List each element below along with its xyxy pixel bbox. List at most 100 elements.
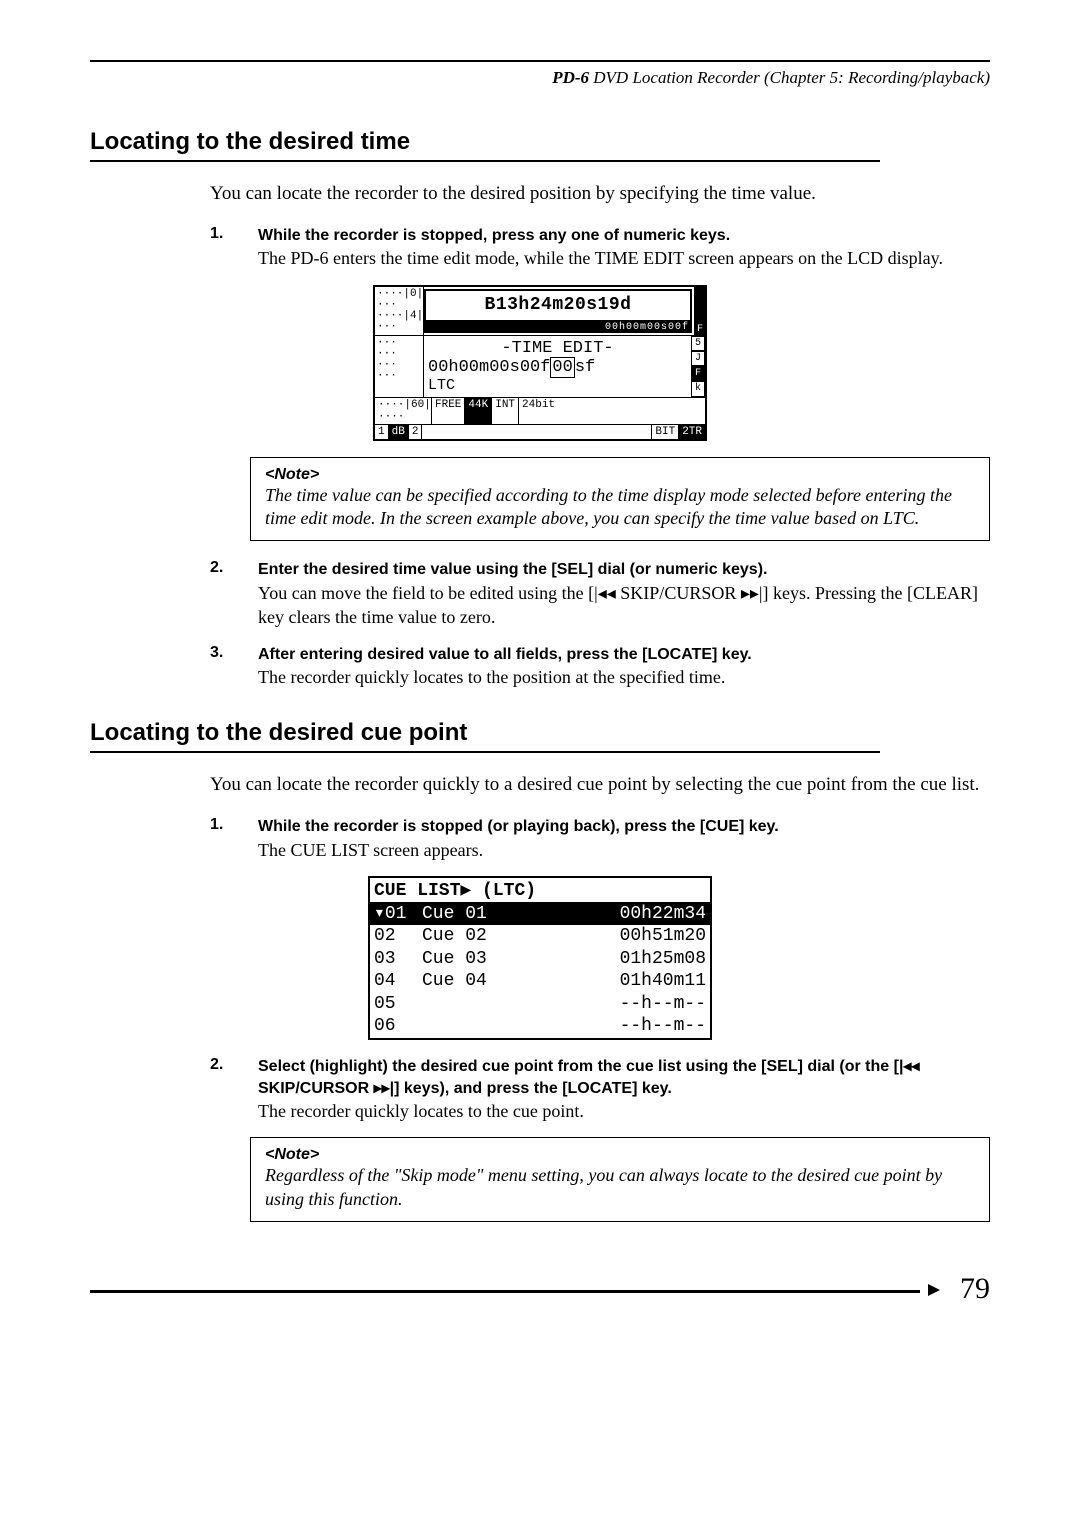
note-label: <Note> bbox=[265, 466, 975, 484]
cue-name: Cue 01 bbox=[422, 903, 532, 926]
cue-index: 03 bbox=[374, 948, 422, 971]
rewind-icon: |◂◂ bbox=[594, 583, 616, 603]
step-number: 2. bbox=[210, 559, 258, 577]
lcd-cue-header: CUE LIST▶ (LTC) bbox=[370, 878, 710, 903]
lcd-cue-list: CUE LIST▶ (LTC) ▾01Cue 0100h22m34 02Cue … bbox=[368, 876, 712, 1040]
s2-b: SKIP/CURSOR bbox=[616, 583, 741, 603]
running-head-rest: DVD Location Recorder (Chapter 5: Record… bbox=[589, 68, 990, 87]
section-rule bbox=[90, 160, 880, 162]
lcd-side-1: J bbox=[691, 351, 705, 366]
cue-list-row: 05 --h--m-- bbox=[370, 993, 710, 1016]
cue-list-row: 04Cue 0401h40m11 bbox=[370, 970, 710, 993]
lcd-side-f: F bbox=[694, 287, 705, 335]
cue-list-row: 03Cue 0301h25m08 bbox=[370, 948, 710, 971]
lcd-level-meter-2: ············ bbox=[375, 336, 424, 397]
cue-index: 02 bbox=[374, 925, 422, 948]
lcd-edit-box: 00 bbox=[550, 357, 574, 378]
note-label: <Note> bbox=[265, 1146, 975, 1164]
section-locate-cue: Locating to the desired cue point You ca… bbox=[90, 719, 990, 1222]
lcd-status-free: FREE bbox=[432, 398, 465, 424]
step-1: 1. While the recorder is stopped (or pla… bbox=[210, 816, 990, 862]
step-number: 1. bbox=[210, 225, 258, 243]
lcd-status-row1: ····|60|···· FREE 44K INT 24bit bbox=[375, 397, 705, 424]
lcd-status-44k: 44K bbox=[465, 398, 492, 424]
cue-time: --h--m-- bbox=[532, 1015, 706, 1038]
lcd-status-24bit: 24bit bbox=[519, 398, 705, 424]
section-title: Locating to the desired cue point bbox=[90, 719, 990, 747]
section-intro: You can locate the recorder quickly to a… bbox=[210, 772, 990, 798]
lcd-ltc-label: LTC bbox=[428, 377, 687, 394]
cue-name: Cue 04 bbox=[422, 970, 532, 993]
cue-time: --h--m-- bbox=[532, 993, 706, 1016]
lcd-st2-4: BIT bbox=[652, 425, 679, 439]
step-body-text: The recorder quickly locates to the cue … bbox=[258, 1099, 990, 1123]
lcd-st2-2: 2 bbox=[409, 425, 423, 439]
step-head: While the recorder is stopped, press any… bbox=[258, 225, 990, 247]
forward-icon: ▸▸| bbox=[374, 1080, 395, 1097]
lcd-edit-block: -TIME EDIT- 00h00m00s00f00sf LTC bbox=[424, 336, 691, 397]
s22-b: SKIP/CURSOR bbox=[258, 1080, 374, 1097]
section-intro: You can locate the recorder to the desir… bbox=[210, 181, 990, 207]
figure-time-edit: ····|0|·······|4|··· B13h24m20s19d 00h00… bbox=[90, 285, 990, 441]
cue-index: ▾01 bbox=[374, 903, 422, 926]
step-3: 3. After entering desired value to all f… bbox=[210, 644, 990, 690]
lcd-status-row2: 1 dB 2 BIT 2TR bbox=[375, 424, 705, 439]
cue-name bbox=[422, 1015, 532, 1038]
lcd-status-int: INT bbox=[492, 398, 519, 424]
cue-list-row: ▾01Cue 0100h22m34 bbox=[370, 903, 710, 926]
step-head: Select (highlight) the desired cue point… bbox=[258, 1056, 990, 1099]
step-number: 3. bbox=[210, 644, 258, 662]
page-footer: 79 bbox=[90, 1272, 990, 1312]
cue-time: 00h51m20 bbox=[532, 925, 706, 948]
running-head: PD-6 DVD Location Recorder (Chapter 5: R… bbox=[90, 68, 990, 88]
rewind-icon: |◂◂ bbox=[899, 1058, 920, 1075]
lcd-side-0: 5 bbox=[691, 336, 705, 351]
step-body-text: You can move the field to be edited usin… bbox=[258, 581, 990, 630]
s2-a: You can move the field to be edited usin… bbox=[258, 583, 594, 603]
running-head-bold: PD-6 bbox=[552, 68, 589, 87]
lcd-edit-suffix: sf bbox=[575, 358, 595, 377]
arrow-icon bbox=[928, 1284, 940, 1296]
step-number: 1. bbox=[210, 816, 258, 834]
lcd-side-3: k bbox=[691, 381, 705, 396]
step-number: 2. bbox=[210, 1056, 258, 1074]
step-2: 2. Select (highlight) the desired cue po… bbox=[210, 1056, 990, 1123]
lcd-side-indicators: 5 J F k bbox=[691, 336, 705, 397]
note-body: Regardless of the "Skip mode" menu setti… bbox=[265, 1164, 975, 1211]
step-head: Enter the desired time value using the [… bbox=[258, 559, 990, 581]
lcd-timecode: B13h24m20s19d bbox=[424, 289, 692, 322]
lcd-edit-prefix: 00h00m00s00f bbox=[428, 358, 550, 377]
cue-list-row: 02Cue 0200h51m20 bbox=[370, 925, 710, 948]
forward-icon: ▸▸| bbox=[741, 583, 763, 603]
step-body-text: The PD-6 enters the time edit mode, whil… bbox=[258, 246, 990, 270]
lcd-level-meter: ····|0|·······|4|··· bbox=[375, 287, 424, 335]
cue-index: 05 bbox=[374, 993, 422, 1016]
cue-index: 06 bbox=[374, 1015, 422, 1038]
s22-a: Select (highlight) the desired cue point… bbox=[258, 1058, 899, 1075]
step-1: 1. While the recorder is stopped, press … bbox=[210, 225, 990, 271]
lcd-st2-3 bbox=[422, 425, 652, 439]
section-locate-time: Locating to the desired time You can loc… bbox=[90, 128, 990, 689]
section-title: Locating to the desired time bbox=[90, 128, 990, 156]
cue-time: 01h40m11 bbox=[532, 970, 706, 993]
lcd-time-edit: ····|0|·······|4|··· B13h24m20s19d 00h00… bbox=[373, 285, 707, 441]
lcd-st2-0: 1 bbox=[375, 425, 389, 439]
cue-name bbox=[422, 993, 532, 1016]
cue-name: Cue 03 bbox=[422, 948, 532, 971]
step-head: After entering desired value to all fiel… bbox=[258, 644, 990, 666]
step-2: 2. Enter the desired time value using th… bbox=[210, 559, 990, 629]
lcd-st2-5: 2TR bbox=[679, 425, 705, 439]
cue-time: 01h25m08 bbox=[532, 948, 706, 971]
lcd-st2-1: dB bbox=[389, 425, 409, 439]
note-body: The time value can be specified accordin… bbox=[265, 484, 975, 531]
cue-list-row: 06 --h--m-- bbox=[370, 1015, 710, 1038]
lcd-sub-tc: 00h00m00s00f bbox=[424, 322, 692, 333]
s22-c: ] keys), and press the [LOCATE] key. bbox=[394, 1080, 672, 1097]
section-rule bbox=[90, 751, 880, 753]
lcd-edit-title: -TIME EDIT- bbox=[428, 339, 687, 358]
lcd-status-dots: ····|60|···· bbox=[375, 398, 432, 424]
note-box: <Note> The time value can be specified a… bbox=[250, 457, 990, 542]
cue-index: 04 bbox=[374, 970, 422, 993]
step-body-text: The recorder quickly locates to the posi… bbox=[258, 665, 990, 689]
footer-rule bbox=[90, 1290, 920, 1293]
